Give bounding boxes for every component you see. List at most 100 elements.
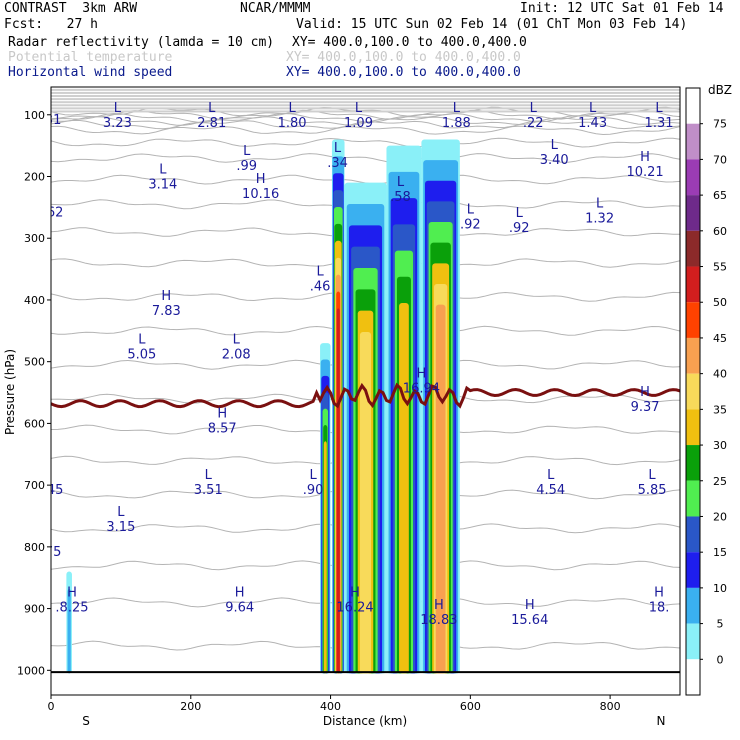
y-tick-label: 1000 xyxy=(17,664,45,677)
colorbar-segment xyxy=(686,230,700,267)
colorbar-tick-label: 25 xyxy=(713,475,727,488)
wind-speed-value: 3.23 xyxy=(103,116,132,131)
wind-speed-label: L1.80 xyxy=(278,101,307,131)
colorbar-segment xyxy=(686,623,700,660)
wind-speed-value: .22 xyxy=(523,116,544,131)
wind-speed-label: L4.54 xyxy=(536,468,565,498)
wind-speed-label: 75 xyxy=(51,545,61,560)
colorbar-unit: dBZ xyxy=(708,83,732,97)
y-axis-title: Pressure (hPa) xyxy=(3,349,17,435)
colorbar-tick-label: 45 xyxy=(713,332,727,345)
wind-speed-value: 16.94 xyxy=(403,381,440,396)
wind-speed-label: H18. xyxy=(649,585,670,615)
valid-time: Valid: 15 UTC Sun 02 Feb 14 (01 ChT Mon … xyxy=(296,17,688,32)
wind-extremum-type: L xyxy=(309,468,317,483)
wind-speed-value: 3.51 xyxy=(194,483,223,498)
wind-speed-label: H10.21 xyxy=(626,150,663,180)
wind-speed-value: .34 xyxy=(327,156,348,171)
wind-speed-value: 1.09 xyxy=(344,116,373,131)
wind-speed-value: .99 xyxy=(236,159,257,174)
colorbar-tick-label: 20 xyxy=(713,510,727,523)
wind-extremum-type: L xyxy=(243,144,251,159)
model-name: CONTRAST 3km ARW xyxy=(4,1,138,16)
wind-extremum-type: L xyxy=(397,175,405,190)
wind-speed-label: H18.83 xyxy=(420,598,457,628)
wind-extremum-type: L xyxy=(355,101,363,116)
wind-speed-value: 16.24 xyxy=(336,600,373,615)
colorbar-segment xyxy=(686,445,700,481)
wind-speed-value: 4.54 xyxy=(536,483,565,498)
y-tick-label: 200 xyxy=(24,171,45,184)
wind-extremum-type: L xyxy=(117,505,125,520)
y-tick-label: 400 xyxy=(24,294,45,307)
colorbar-tick-label: 60 xyxy=(713,225,727,238)
theta-contour-band xyxy=(51,91,680,94)
wind-speed-label: H15.64 xyxy=(511,598,548,628)
wind-extremum-type: L xyxy=(547,468,555,483)
x-tick-label: 0 xyxy=(48,700,55,713)
x-tick-label: 400 xyxy=(320,700,341,713)
colorbar-tick-label: 30 xyxy=(713,439,727,452)
wind-speed-label: L3.51 xyxy=(194,468,223,498)
wind-speed-label: L.92 xyxy=(509,206,530,236)
wind-speed-label: H8.57 xyxy=(208,406,237,436)
wind-extremum-type: L xyxy=(530,101,538,116)
theta-contour xyxy=(51,137,680,148)
wind-speed-value: 10.16 xyxy=(242,187,279,202)
wind-speed-label: H.8.25 xyxy=(55,585,88,615)
wind-extremum-type: L xyxy=(159,163,167,178)
wind-speed-value: 3.14 xyxy=(148,178,177,193)
wind-extremum-type: L xyxy=(316,264,324,279)
colorbar-segment xyxy=(686,195,700,231)
wind-extremum-type: H xyxy=(350,585,360,600)
wind-extremum-type: L xyxy=(648,468,656,483)
y-tick-label: 500 xyxy=(24,356,45,369)
wind-speed-value: 5.05 xyxy=(127,347,156,362)
wind-extremum-type: L xyxy=(551,138,559,153)
organization: NCAR/MMMM xyxy=(240,1,311,16)
colorbar-segment xyxy=(686,409,700,446)
wind-speed-label: L.22 xyxy=(523,101,544,131)
wind-speed-value: .58 xyxy=(390,190,411,205)
field-3-xy: XY= 400.0,100.0 to 400.0,400.0 xyxy=(286,65,521,80)
wind-speed-label: L5.85 xyxy=(638,468,667,498)
wind-speed-label: H16.24 xyxy=(336,585,373,615)
wind-speed-value: 1.43 xyxy=(578,116,607,131)
wind-extremum-type: L xyxy=(233,332,241,347)
forecast-hour: Fcst: 27 h xyxy=(4,17,98,32)
wind-speed-value: .8.25 xyxy=(55,600,88,615)
colorbar-segment xyxy=(686,552,700,588)
wind-speed-value: .92 xyxy=(509,221,530,236)
wind-speed-label: L.34 xyxy=(327,141,348,171)
freezing-level-line xyxy=(51,382,680,409)
wind-extremum-type: H xyxy=(67,585,77,600)
field-1-name: Radar reflectivity (lamda = 10 cm) xyxy=(8,35,275,50)
wind-speed-label: L5.05 xyxy=(127,332,156,362)
theta-contour-band xyxy=(51,110,680,113)
wind-speed-value: .46 xyxy=(310,279,331,294)
theta-contour-band xyxy=(51,101,680,104)
wind-speed-value: 31 xyxy=(45,113,62,128)
reflectivity-band-40dbz xyxy=(359,332,372,674)
init-time: Init: 12 UTC Sat 01 Feb 14 xyxy=(520,1,724,16)
wind-speed-value: 8.57 xyxy=(208,421,237,436)
field-2-name: Potential temperature xyxy=(8,50,173,65)
wind-speed-label: L3.23 xyxy=(103,101,132,131)
wind-extremum-type: H xyxy=(640,150,650,165)
wind-speed-label: L.46 xyxy=(310,264,331,294)
theta-contour xyxy=(51,153,680,163)
wind-extremum-type: L xyxy=(205,468,213,483)
wind-speed-value: 9.37 xyxy=(631,400,660,415)
theta-contour-band xyxy=(51,98,680,101)
colorbar-segment xyxy=(686,302,700,338)
theta-contour xyxy=(51,119,680,130)
wind-speed-label: L1.31 xyxy=(645,101,674,131)
wind-extremum-type: L xyxy=(288,101,296,116)
plot-area: L3.23L2.81L1.80L1.09L1.88L.22L1.43L1.31L… xyxy=(45,88,680,674)
theta-contour-band xyxy=(51,107,680,110)
wind-speed-label: H9.64 xyxy=(225,585,254,615)
colorbar-segment xyxy=(686,337,700,374)
wind-extremum-type: L xyxy=(453,101,461,116)
